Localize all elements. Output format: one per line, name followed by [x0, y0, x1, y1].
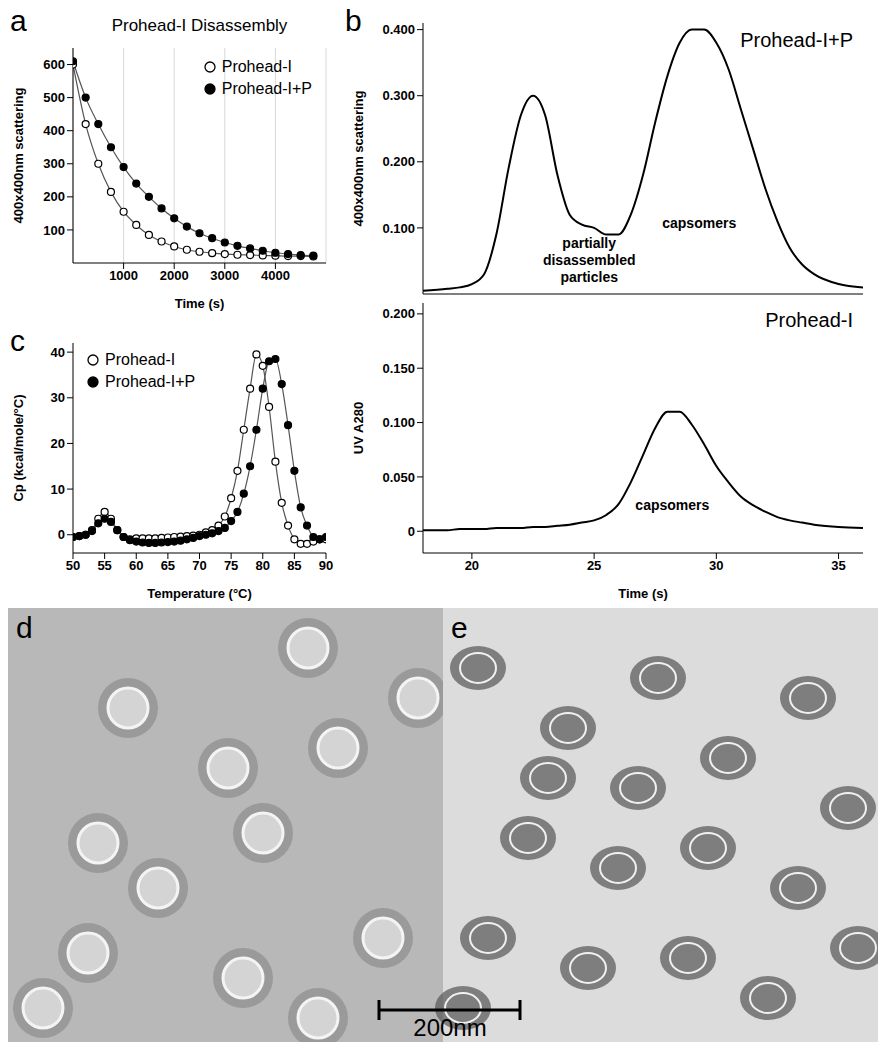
svg-text:400: 400 [43, 123, 65, 138]
svg-text:75: 75 [224, 558, 238, 573]
svg-text:UV A280: UV A280 [351, 402, 366, 454]
svg-text:4000: 4000 [261, 268, 290, 283]
html-text:Prohead-I+P: Prohead-I+P [105, 373, 196, 390]
svg-text:35: 35 [831, 558, 845, 573]
html-text:a: a [10, 4, 27, 37]
svg-text:70: 70 [192, 558, 206, 573]
svg-text:30: 30 [51, 390, 65, 405]
svg-text:400x400nm scattering: 400x400nm scattering [351, 91, 366, 227]
svg-text:500: 500 [43, 90, 65, 105]
svg-text:0: 0 [58, 527, 65, 542]
svg-text:0: 0 [408, 524, 415, 539]
svg-text:0.050: 0.050 [382, 470, 415, 485]
html-text:c: c [10, 324, 25, 357]
svg-text:600: 600 [43, 57, 65, 72]
svg-text:30: 30 [709, 558, 723, 573]
svg-text:0.300: 0.300 [382, 88, 415, 103]
html-text:Prohead-I: Prohead-I [765, 309, 853, 331]
svg-text:2000: 2000 [160, 268, 189, 283]
svg-text:0.100: 0.100 [382, 221, 415, 236]
svg-text:0.200: 0.200 [382, 154, 415, 169]
svg-text:Time (s): Time (s) [175, 296, 225, 311]
html-text:Prohead-I+P: Prohead-I+P [221, 80, 312, 97]
svg-text:50: 50 [66, 558, 80, 573]
svg-text:25: 25 [587, 558, 601, 573]
svg-text:100: 100 [43, 223, 65, 238]
svg-text:capsomers: capsomers [662, 215, 736, 231]
svg-text:85: 85 [287, 558, 301, 573]
svg-text:60: 60 [129, 558, 143, 573]
svg-text:400x400nm scattering: 400x400nm scattering [11, 88, 26, 224]
svg-text:10: 10 [51, 482, 65, 497]
svg-text:Cp (kcal/mole/°C): Cp (kcal/mole/°C) [11, 394, 26, 501]
svg-text:d: d [16, 611, 33, 644]
svg-text:20: 20 [51, 436, 65, 451]
svg-text:0.100: 0.100 [382, 415, 415, 430]
svg-text:80: 80 [256, 558, 270, 573]
svg-text:300: 300 [43, 156, 65, 171]
html-text:Prohead-I: Prohead-I [105, 351, 176, 368]
svg-text:partiallydisassembledparticles: partiallydisassembledparticles [543, 235, 636, 285]
svg-text:Temperature (°C): Temperature (°C) [147, 586, 252, 601]
svg-text:0.400: 0.400 [382, 22, 415, 37]
html-text:Prohead-I+P: Prohead-I+P [740, 29, 853, 51]
svg-text:55: 55 [97, 558, 111, 573]
svg-text:3000: 3000 [210, 268, 239, 283]
svg-text:0.200: 0.200 [382, 306, 415, 321]
svg-text:90: 90 [319, 558, 333, 573]
svg-text:1000: 1000 [109, 268, 138, 283]
svg-text:40: 40 [51, 345, 65, 360]
svg-text:20: 20 [465, 558, 479, 573]
svg-text:e: e [451, 611, 468, 644]
html-text:b: b [345, 4, 362, 37]
svg-text:0.150: 0.150 [382, 361, 415, 376]
svg-text:65: 65 [161, 558, 175, 573]
svg-text:200nm: 200nm [413, 1014, 486, 1041]
html-text:Prohead-I Disassembly: Prohead-I Disassembly [111, 16, 288, 35]
svg-text:capsomers: capsomers [635, 497, 709, 513]
svg-text:Time (s): Time (s) [618, 586, 668, 601]
svg-text:200: 200 [43, 189, 65, 204]
html-text:Prohead-I: Prohead-I [221, 58, 292, 75]
